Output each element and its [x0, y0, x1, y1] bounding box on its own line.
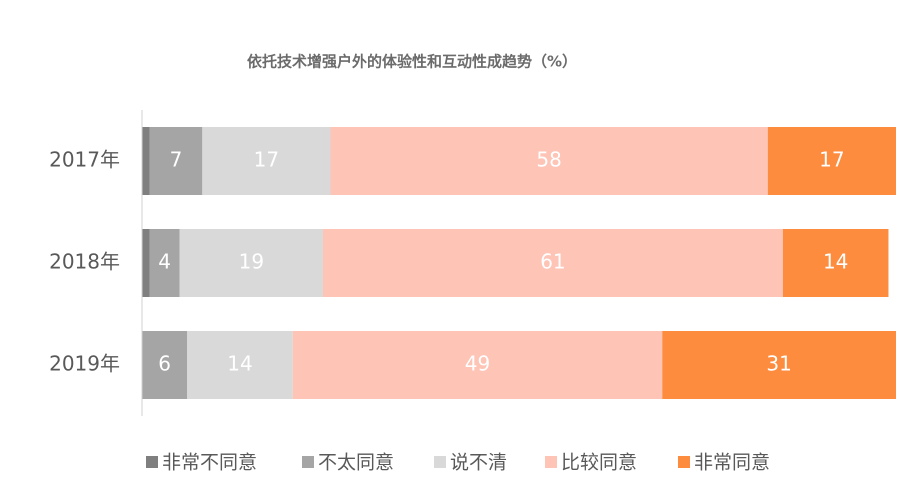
- legend-label: 不太同意: [318, 452, 394, 474]
- bar-segment: [202, 127, 331, 195]
- data-label: 14: [227, 352, 252, 376]
- bar-segment: [149, 229, 180, 297]
- bar-segment: [662, 331, 896, 399]
- data-label: 17: [254, 148, 279, 172]
- data-label: 61: [540, 250, 565, 274]
- bar-segment: [142, 331, 188, 399]
- y-tick-label: 2017年: [49, 148, 120, 172]
- data-label: 49: [465, 352, 490, 376]
- legend-swatch: [678, 456, 690, 468]
- legend-swatch: [302, 456, 314, 468]
- bar-segment: [767, 127, 896, 195]
- legend-swatch: [434, 456, 446, 468]
- legend-label: 非常同意: [694, 452, 770, 474]
- y-tick-label: 2018年: [49, 250, 120, 274]
- legend-label: 非常不同意: [162, 452, 257, 474]
- bar-segment: [782, 229, 889, 297]
- legend-swatch: [545, 456, 557, 468]
- legend-label: 比较同意: [561, 452, 637, 474]
- bar-segment: [330, 127, 768, 195]
- legend-swatch: [146, 456, 158, 468]
- bar-segment: [292, 331, 663, 399]
- data-label: 17: [819, 148, 844, 172]
- data-label: 7: [170, 148, 183, 172]
- bar-segment: [187, 331, 293, 399]
- y-tick-label: 2019年: [49, 352, 120, 376]
- data-label: 31: [766, 352, 791, 376]
- data-label: 14: [823, 250, 848, 274]
- data-label: 4: [158, 250, 171, 274]
- bar-segment: [322, 229, 783, 297]
- bar-segment: [149, 127, 203, 195]
- data-label: 6: [158, 352, 171, 376]
- data-label: 19: [239, 250, 264, 274]
- chart-title: 依托技术增强户外的体验性和互动性成趋势（%）: [247, 53, 577, 71]
- bar-segment: [142, 229, 150, 297]
- data-label: 58: [536, 148, 561, 172]
- legend-label: 说不清: [450, 452, 507, 474]
- bar-segment: [179, 229, 323, 297]
- bar-segment: [142, 127, 150, 195]
